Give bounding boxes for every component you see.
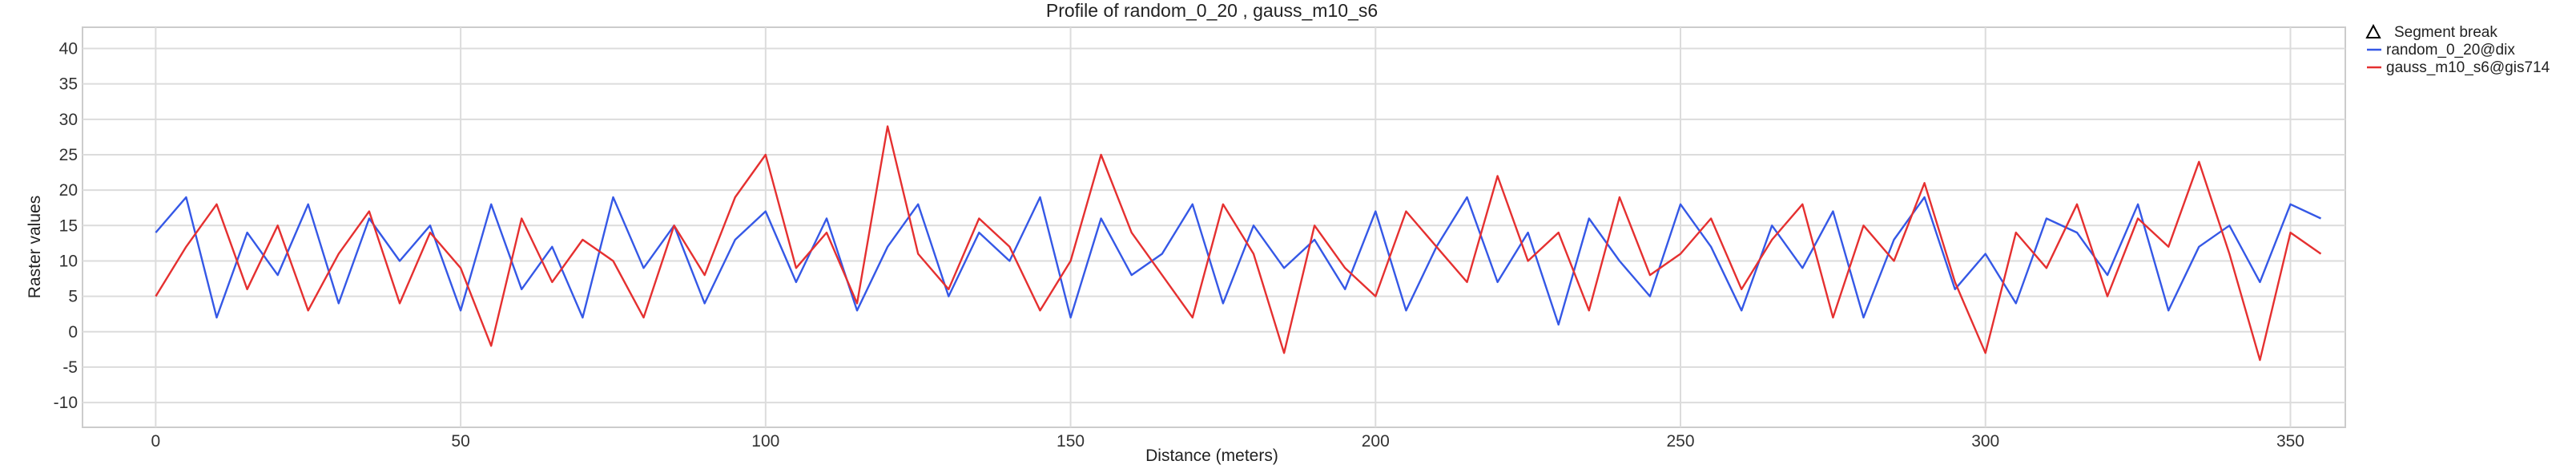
x-tick-label: 250 [1666,432,1694,451]
legend: Segment breakrandom_0_20@dixgauss_m10_s6… [2365,23,2550,76]
y-tick-label: 15 [59,216,78,235]
plot-frame [82,26,2346,428]
series-line-gauss [155,125,2322,362]
y-tick-label: 20 [59,181,78,200]
x-axis-title: Distance (meters) [1145,447,1278,465]
y-tick-label: 25 [59,146,78,164]
y-tick-label: 35 [59,75,78,94]
y-tick-label: 0 [68,323,78,342]
y-tick-label: 40 [59,39,78,58]
segment-break-icon [2365,23,2381,38]
y-axis-title: Raster values [26,196,44,298]
y-tick-label: -10 [54,394,78,412]
x-tick-label: 100 [751,432,779,451]
legend-label: gauss_m10_s6@gis714 [2386,59,2550,76]
series-line-random [155,196,2322,326]
y-tick-label: -5 [62,358,78,377]
chart-title: Profile of random_0_20 , gauss_m10_s6 [1046,0,1378,21]
y-tick-label: 10 [59,252,78,270]
legend-label: random_0_20@dix [2386,42,2515,59]
legend-label: Segment break [2394,24,2498,41]
y-tick-label: 5 [68,288,78,306]
x-tick-label: 150 [1057,432,1085,451]
x-tick-label: 200 [1362,432,1390,451]
x-tick-label: 50 [451,432,469,451]
x-tick-label: 350 [2276,432,2304,451]
x-tick-label: 300 [1971,432,1999,451]
x-tick-label: 0 [151,432,161,451]
y-tick-label: 30 [59,111,78,129]
plot-area: -10 -5 0 5 10 15 20 25 30 35 40 0 50 100 150 200 250 300 3… [54,26,2346,451]
